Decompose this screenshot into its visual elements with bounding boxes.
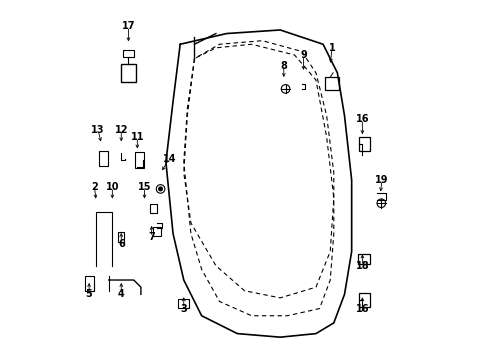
Text: 16: 16 <box>355 114 368 124</box>
Bar <box>118 232 124 242</box>
Text: 18: 18 <box>355 261 368 271</box>
Bar <box>153 227 160 236</box>
Bar <box>99 152 108 166</box>
Bar <box>134 152 143 168</box>
Text: 13: 13 <box>91 125 104 135</box>
Text: 1: 1 <box>328 43 335 53</box>
Circle shape <box>158 187 163 191</box>
Text: 8: 8 <box>280 61 286 71</box>
Bar <box>121 64 135 82</box>
Bar <box>84 276 93 291</box>
Text: 16: 16 <box>355 303 368 314</box>
Bar <box>123 50 134 57</box>
Text: 15: 15 <box>138 182 151 192</box>
Text: 17: 17 <box>122 21 135 31</box>
Text: 3: 3 <box>180 303 187 314</box>
Bar <box>324 77 339 90</box>
Text: 14: 14 <box>163 154 176 163</box>
Text: 7: 7 <box>148 232 155 242</box>
Text: 4: 4 <box>118 289 124 299</box>
Text: 19: 19 <box>374 175 388 185</box>
Text: 2: 2 <box>91 182 98 192</box>
Bar <box>358 137 369 152</box>
Text: 12: 12 <box>114 125 128 135</box>
Text: 10: 10 <box>105 182 119 192</box>
Text: 5: 5 <box>85 289 92 299</box>
Text: 9: 9 <box>300 50 306 60</box>
Bar <box>358 293 369 307</box>
Text: 11: 11 <box>130 132 144 142</box>
Bar <box>357 253 370 264</box>
Bar <box>149 204 157 213</box>
Bar <box>178 299 189 308</box>
Text: 6: 6 <box>118 239 124 249</box>
